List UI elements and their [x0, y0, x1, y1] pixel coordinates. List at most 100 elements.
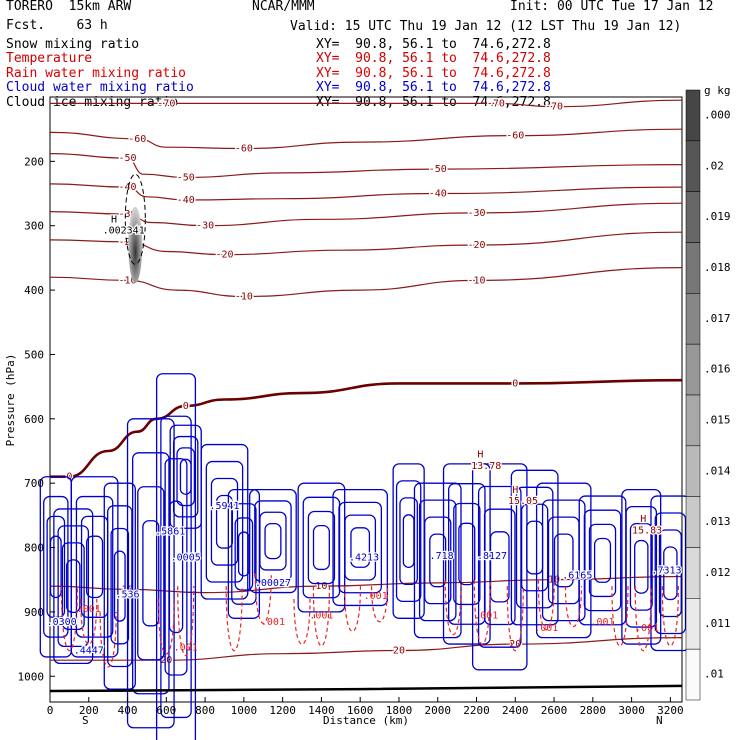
shade-legend-value: .013	[704, 515, 731, 528]
temperature-contour-label: -60	[506, 131, 524, 142]
rain-contour-label: .001	[590, 617, 614, 628]
temperature-contour-label: -60	[235, 143, 253, 154]
cloud-water-contour	[176, 447, 196, 507]
rain-water-contour	[473, 579, 491, 645]
x-tick-label: 2200	[463, 704, 490, 717]
temperature-contour	[49, 183, 683, 201]
max-marker: H	[111, 215, 117, 226]
rain-water-contour	[661, 586, 679, 647]
temperature-contour-label: -40	[119, 182, 137, 193]
temperature-contour	[49, 267, 683, 298]
cloud-water-contour	[395, 480, 422, 602]
legend-xy-cloud-water: XY= 90.8, 56.1 to 74.6,272.8	[316, 80, 551, 95]
cloud-water-contour	[458, 522, 476, 586]
rain-water-contour	[611, 586, 629, 647]
temperature-contour-label: -30	[196, 221, 214, 232]
temperature-contour-label: 0	[66, 472, 72, 483]
cloud-water-contour	[205, 460, 244, 583]
cloud-water-contour	[53, 508, 94, 665]
y-tick-label: 800	[24, 542, 44, 555]
temperature-contour-label: -20	[467, 240, 485, 251]
value-label: .5861	[155, 527, 185, 538]
temperature-contour	[50, 637, 683, 661]
cloud-water-contour	[46, 515, 66, 618]
cloud-water-contour	[259, 511, 287, 571]
x-tick-label: 200	[79, 704, 99, 717]
rain-water-contour	[444, 579, 462, 635]
cloud-water-contour	[57, 525, 90, 648]
legend-label-cloud-ice: Cloud ice mixing ratio	[6, 95, 179, 110]
cloud-water-contour	[297, 482, 346, 613]
legend-label-cloud-water: Cloud water mixing ratio	[6, 80, 194, 95]
value-label: 15.05	[508, 496, 538, 507]
cloud-water-contour	[160, 415, 192, 719]
cloud-water-contour	[629, 522, 653, 611]
temperature-contour-label: -50	[177, 172, 195, 183]
plot-frame	[49, 96, 683, 703]
shade-legend-value: .016	[704, 363, 731, 376]
cloud-water-contour	[126, 418, 175, 729]
cloud-water-contour	[510, 469, 559, 626]
cloud-water-contour	[483, 508, 516, 626]
rain-water-contour	[506, 586, 524, 652]
cloud-water-contour	[172, 435, 199, 518]
cloud-water-contour	[663, 546, 678, 601]
cloud-water-contour	[103, 482, 136, 690]
cloud-water-contour	[179, 458, 192, 495]
cloud-water-contour	[164, 458, 188, 676]
temperature-contour-label: -10	[235, 292, 253, 303]
right-end-label: N	[656, 714, 663, 727]
cloud-water-contour	[658, 529, 682, 618]
y-tick-label: 700	[24, 477, 44, 490]
cloud-water-contour	[113, 550, 126, 622]
shade-legend-swatch	[685, 89, 701, 142]
max-marker: H	[640, 514, 646, 525]
cloud-water-contour	[110, 527, 130, 645]
cloud-ice-shading	[128, 207, 143, 284]
shade-legend-swatch	[685, 191, 701, 243]
rain-water-contour	[157, 599, 175, 655]
temperature-contour-label: -50	[429, 164, 447, 175]
cloud-water-contour	[593, 537, 612, 583]
legend-label-temperature: Temperature	[6, 51, 93, 66]
cloud-water-contour	[535, 482, 592, 639]
temperature-contour-label: -70	[157, 98, 175, 109]
cloud-water-contour	[413, 482, 462, 639]
x-tick-label: 3000	[618, 704, 645, 717]
legend-xy-rain: XY= 90.8, 56.1 to 74.6,272.8	[316, 66, 551, 81]
temperature-contour	[49, 99, 683, 108]
rain-water-contour	[225, 586, 243, 652]
temperature-contour-label: -10	[467, 275, 485, 286]
shade-legend-value: .012	[704, 566, 731, 579]
cloud-water-contour	[307, 510, 336, 585]
y-tick-label: 900	[24, 606, 44, 619]
cloud-water-contour	[515, 486, 554, 609]
y-tick-label: 600	[24, 413, 44, 426]
cloud-water-contour	[142, 520, 160, 627]
x-tick-label: 1400	[308, 704, 335, 717]
x-tick-label: 600	[156, 704, 176, 717]
temperature-contour-label: -60	[128, 134, 146, 145]
cloud-water-contour	[168, 500, 184, 634]
x-tick-label: 1800	[386, 704, 413, 717]
rain-water-contour	[60, 586, 78, 652]
header-forecast-hour: Fcst. 63 h	[6, 18, 108, 33]
temperature-contour-label: -70	[545, 102, 563, 113]
rain-contour-label: .001	[474, 610, 498, 621]
cloud-water-contour	[583, 509, 622, 612]
temperature-contour-label: 0	[183, 401, 189, 412]
terrain-line	[49, 684, 683, 693]
cloud-water-contour	[621, 488, 662, 645]
y-tick-label: 400	[24, 284, 44, 297]
cloud-water-contour	[137, 486, 165, 661]
y-tick-label: 200	[24, 155, 44, 168]
cloud-water-contour	[234, 517, 254, 591]
value-label: 13.78	[471, 461, 501, 472]
shade-legend-value: .01	[704, 668, 724, 681]
cloud-water-contour	[520, 503, 549, 592]
value-label: .8127	[477, 551, 507, 562]
cloud-ice-contour	[124, 173, 146, 265]
temperature-contour-label: -70	[487, 98, 505, 109]
cloud-water-contour	[424, 516, 452, 605]
shade-legend-swatch	[685, 242, 701, 294]
